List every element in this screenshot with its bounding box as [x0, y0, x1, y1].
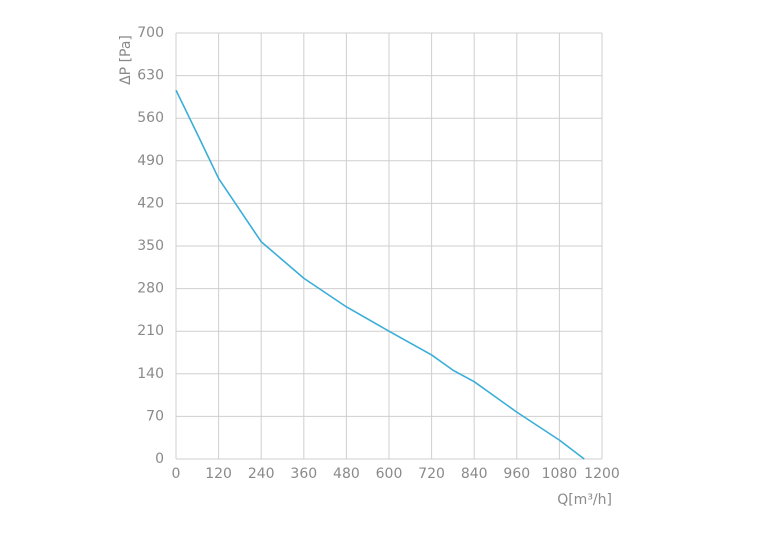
y-tick-label: 630	[137, 68, 164, 84]
y-tick-label: 210	[137, 323, 164, 339]
x-tick-label: 720	[418, 466, 445, 482]
y-tick-label: 280	[137, 281, 164, 297]
x-tick-label: 360	[290, 466, 317, 482]
x-tick-label: 1080	[542, 466, 578, 482]
x-tick-label: 240	[248, 466, 275, 482]
y-tick-label: 700	[137, 25, 164, 41]
y-tick-label: 560	[137, 110, 164, 126]
x-tick-label: 600	[376, 466, 403, 482]
x-axis-label: Q[m³/h]	[557, 492, 612, 508]
curve	[175, 89, 585, 460]
x-tick-label: 1200	[584, 466, 620, 482]
y-tick-label: 490	[137, 153, 164, 169]
y-tick-label: 350	[137, 238, 164, 254]
x-tick-label: 120	[205, 466, 232, 482]
x-tick-label: 0	[172, 466, 181, 482]
y-axis-label: ΔP [Pa]	[118, 35, 134, 85]
y-tick-label: 140	[137, 366, 164, 382]
y-tick-label: 0	[155, 451, 164, 467]
x-tick-label: 960	[503, 466, 530, 482]
x-tick-label: 480	[333, 466, 360, 482]
y-tick-label: 70	[146, 408, 164, 424]
x-tick-label: 840	[461, 466, 488, 482]
y-tick-label: 420	[137, 195, 164, 211]
